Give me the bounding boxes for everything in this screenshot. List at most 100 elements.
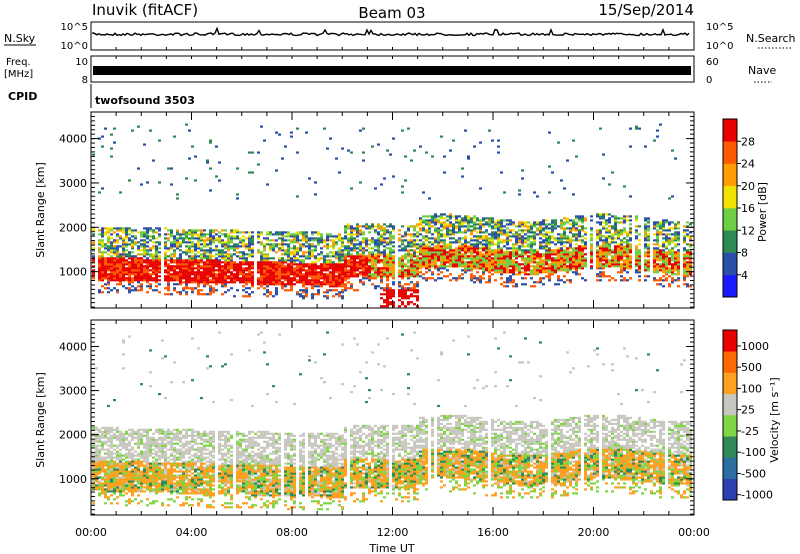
heatmap-cell (407, 271, 410, 274)
heatmap-cell (452, 259, 455, 262)
heatmap-cell (413, 259, 416, 262)
heatmap-cell (542, 263, 545, 266)
heatmap-cell (242, 243, 245, 246)
heatmap-cell (635, 229, 638, 232)
heatmap-cell (362, 159, 365, 162)
heatmap-cell (158, 265, 161, 268)
heatmap-cell (131, 261, 134, 264)
heatmap-cell (659, 123, 662, 126)
heatmap-cell (272, 257, 275, 260)
heatmap-cell (476, 243, 479, 246)
heatmap-cell (176, 283, 179, 286)
heatmap-cell (113, 279, 116, 282)
heatmap-cell (614, 231, 617, 234)
heatmap-cell (563, 241, 566, 244)
heatmap-cell (230, 229, 233, 232)
heatmap-cell (380, 261, 383, 264)
heatmap-cell (338, 257, 341, 260)
heatmap-cell (218, 271, 221, 274)
heatmap-cell (314, 257, 317, 260)
heatmap-cell (257, 265, 260, 268)
heatmap-cell (104, 127, 107, 130)
heatmap-cell (653, 243, 656, 246)
heatmap-cell (266, 259, 269, 262)
heatmap-cell (629, 127, 632, 130)
heatmap-cell (371, 225, 374, 228)
heatmap-cell (362, 275, 365, 278)
heatmap-cell (116, 233, 119, 236)
heatmap-cell (266, 273, 269, 276)
heatmap-cell (362, 247, 365, 250)
heatmap-cell (392, 235, 395, 238)
heatmap-cell (536, 195, 539, 198)
heatmap-cell (581, 219, 584, 222)
heatmap-cell (176, 291, 179, 294)
heatmap-cell (113, 249, 116, 252)
heatmap-cell (638, 257, 641, 260)
heatmap-cell (596, 235, 599, 238)
heatmap-cell (374, 259, 377, 262)
heatmap-cell (92, 484, 95, 487)
heatmap-cell (677, 285, 680, 288)
heatmap-cell (437, 239, 440, 242)
heatmap-cell (137, 269, 140, 272)
heatmap-cell (401, 267, 404, 270)
heatmap-cell (596, 233, 599, 236)
heatmap-cell (137, 249, 140, 252)
heatmap-cell (644, 245, 647, 248)
heatmap-cell (668, 239, 671, 242)
heatmap-cell (506, 279, 509, 282)
heatmap-cell (293, 279, 296, 282)
heatmap-cell (473, 257, 476, 260)
heatmap-cell (134, 277, 137, 280)
heatmap-cell (131, 265, 134, 268)
heatmap-cell (239, 261, 242, 264)
heatmap-cell (251, 291, 254, 294)
heatmap-cell (251, 275, 254, 278)
heatmap-cell (113, 263, 116, 266)
heatmap-cell (449, 231, 452, 234)
heatmap-cell (416, 261, 419, 264)
heatmap-cell (167, 285, 170, 288)
heatmap-cell (191, 257, 194, 260)
heatmap-cell (518, 245, 521, 248)
heatmap-cell (407, 269, 410, 272)
heatmap-cell (305, 237, 308, 240)
heatmap-cell (431, 261, 434, 264)
heatmap-cell (392, 289, 395, 292)
heatmap-cell (167, 229, 170, 232)
heatmap-cell (557, 261, 560, 264)
heatmap-cell (383, 305, 386, 308)
heatmap-cell (428, 259, 431, 262)
heatmap-cell (173, 259, 176, 262)
heatmap-cell (173, 289, 176, 292)
heatmap-cell (629, 233, 632, 236)
heatmap-cell (341, 277, 344, 280)
heatmap-cell (212, 275, 215, 278)
heatmap-cell (353, 275, 356, 278)
heatmap-cell (104, 490, 107, 493)
heatmap-cell (656, 279, 659, 282)
heatmap-cell (152, 235, 155, 238)
heatmap-cell (170, 233, 173, 236)
heatmap-cell (461, 253, 464, 256)
heatmap-cell (653, 233, 656, 236)
heatmap-cell (122, 257, 125, 260)
heatmap-cell (296, 239, 299, 242)
heatmap-cell (209, 239, 212, 242)
heatmap-cell (554, 225, 557, 228)
heatmap-cell (230, 239, 233, 242)
heatmap-cell (653, 249, 656, 252)
heatmap-cell (128, 261, 131, 264)
heatmap-cell (146, 279, 149, 282)
heatmap-cell (638, 265, 641, 268)
heatmap-cell (467, 227, 470, 230)
heatmap-cell (416, 251, 419, 254)
heatmap-cell (164, 269, 167, 272)
heatmap-cell (476, 263, 479, 266)
heatmap-cell (665, 219, 668, 222)
heatmap-cell (416, 233, 419, 236)
heatmap-cell (500, 251, 503, 254)
heatmap-cell (317, 267, 320, 270)
heatmap-cell (149, 261, 152, 264)
